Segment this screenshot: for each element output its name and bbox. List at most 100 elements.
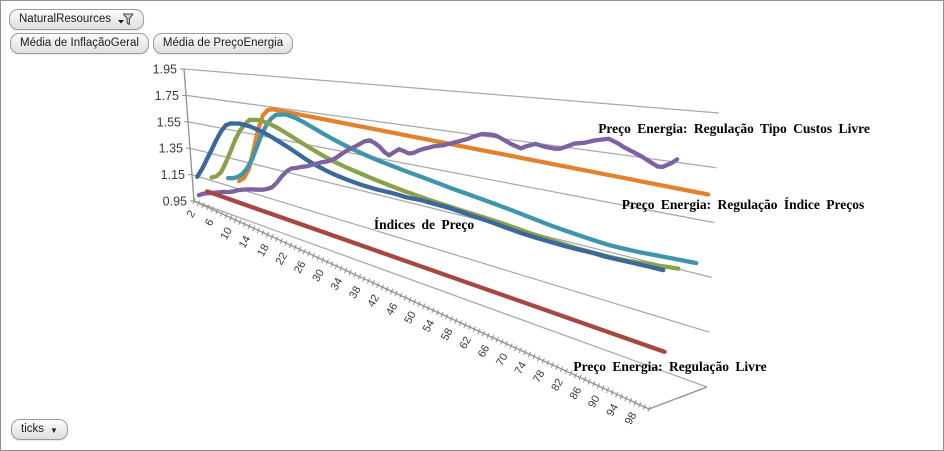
value-axis-line	[183, 68, 195, 202]
series-indices-de-preco-1-line	[195, 121, 666, 273]
x-minor-tick	[537, 355, 541, 362]
x-minor-tick	[288, 242, 293, 249]
x-minor-tick	[491, 334, 495, 341]
x-minor-tick	[468, 324, 472, 331]
x-minor-tick	[302, 248, 306, 255]
x-minor-tick	[555, 364, 559, 370]
ticks-dropdown-label: ticks	[21, 423, 44, 435]
x-tick-label: 66	[476, 343, 493, 360]
y-gridline-1.75	[185, 94, 717, 169]
x-minor-tick	[605, 387, 610, 394]
annotation-tipo-custos-livre-label: Preço Energia: Regulação Tipo Custos Liv…	[598, 121, 870, 136]
x-minor-tick	[573, 372, 578, 379]
y-gridline-1.35	[189, 147, 712, 279]
x-tick-label: 38	[347, 284, 364, 301]
x-minor-tick	[592, 381, 596, 387]
x-minor-tick	[275, 236, 279, 242]
x-tick-label: 46	[384, 301, 401, 318]
x-minor-tick	[426, 305, 430, 312]
x-tick-label: 58	[439, 326, 456, 343]
measure-buttons-row: Média de InflaçãoGeral Média de PreçoEne…	[10, 33, 294, 54]
x-minor-tick	[353, 271, 357, 278]
x-minor-tick	[371, 280, 375, 286]
x-minor-tick	[270, 234, 274, 240]
x-tick-label: 70	[494, 351, 511, 368]
x-minor-tick	[201, 202, 205, 209]
x-minor-tick	[569, 370, 573, 377]
x-minor-tick	[628, 397, 633, 404]
x-minor-tick	[389, 288, 394, 295]
annotation-indice-precos-label: Preço Energia: Regulação Índice Preços	[622, 197, 864, 212]
series-indices-de-preco-3-line	[225, 112, 699, 266]
x-minor-tick	[615, 391, 619, 398]
series-preco-energia-regulacao-livre-line	[205, 189, 667, 354]
x-minor-tick	[261, 229, 265, 236]
x-tick-label: 26	[292, 259, 309, 276]
x-tick-label: 86	[568, 385, 585, 402]
x-minor-tick	[403, 294, 407, 301]
x-tick-label: 18	[255, 242, 272, 259]
x-minor-tick	[463, 322, 467, 328]
x-minor-tick	[477, 328, 481, 335]
ticks-dropdown[interactable]: ticks ▼	[11, 419, 68, 440]
floor-right-edge	[648, 386, 708, 410]
x-minor-tick	[417, 301, 421, 307]
x-minor-tick	[279, 238, 283, 244]
x-tick-label: 74	[513, 360, 530, 377]
x-tick-label: 94	[605, 402, 622, 419]
x-minor-tick	[495, 336, 499, 343]
x-tick-label: 2	[185, 209, 198, 220]
x-minor-tick	[440, 311, 444, 318]
x-minor-tick	[399, 292, 403, 299]
x-minor-tick	[224, 213, 228, 219]
x-tick-label: 82	[549, 377, 566, 394]
x-minor-tick	[284, 240, 288, 247]
x-minor-tick	[518, 347, 522, 354]
dimension-filter-button[interactable]: NaturalResources	[9, 9, 145, 30]
measure-button-label: Média de InflaçãoGeral	[20, 37, 139, 49]
x-minor-tick	[481, 330, 486, 337]
measure-button-media-inflacao-geral[interactable]: Média de InflaçãoGeral	[10, 33, 149, 54]
x-minor-tick	[376, 282, 380, 289]
x-minor-tick	[532, 353, 536, 360]
x-minor-tick	[215, 208, 219, 215]
x-minor-tick	[408, 297, 412, 303]
series-preco-energia-regulacao-tipo-custos-livre-line	[196, 131, 680, 198]
x-minor-tick	[357, 273, 362, 280]
y-tick-label: 1.35	[159, 142, 183, 156]
x-minor-tick	[509, 343, 513, 349]
x-minor-tick	[564, 368, 568, 375]
x-tick-label: 30	[310, 267, 327, 284]
x-minor-tick	[435, 309, 440, 316]
x-minor-tick	[380, 284, 384, 291]
x-minor-tick	[265, 231, 270, 238]
x-minor-tick	[206, 204, 210, 211]
x-minor-tick	[325, 259, 329, 265]
measure-button-media-preco-energia[interactable]: Média de PreçoEnergia	[152, 33, 294, 54]
x-minor-tick	[431, 307, 435, 314]
x-minor-tick	[527, 351, 532, 358]
x-minor-tick	[610, 389, 614, 396]
x-tick-label: 50	[402, 309, 419, 326]
x-minor-tick	[293, 244, 297, 251]
x-minor-tick	[587, 378, 591, 385]
x-minor-tick	[339, 265, 343, 272]
x-minor-tick	[638, 402, 642, 408]
x-minor-tick	[504, 341, 509, 347]
filter-funnel-icon	[118, 13, 134, 26]
x-minor-tick	[619, 393, 623, 400]
x-minor-tick	[472, 326, 476, 333]
x-minor-tick	[316, 255, 320, 261]
x-minor-tick	[412, 299, 417, 305]
x-minor-tick	[242, 221, 247, 228]
x-tick-label: 6	[203, 217, 216, 228]
x-minor-tick	[385, 286, 389, 293]
x-minor-tick	[229, 215, 233, 221]
x-minor-tick	[642, 404, 646, 410]
x-minor-tick	[348, 269, 352, 276]
x-minor-tick	[247, 223, 251, 230]
x-minor-tick	[394, 290, 398, 297]
y-tick-label: 1.55	[157, 115, 181, 129]
x-minor-tick	[330, 261, 334, 268]
